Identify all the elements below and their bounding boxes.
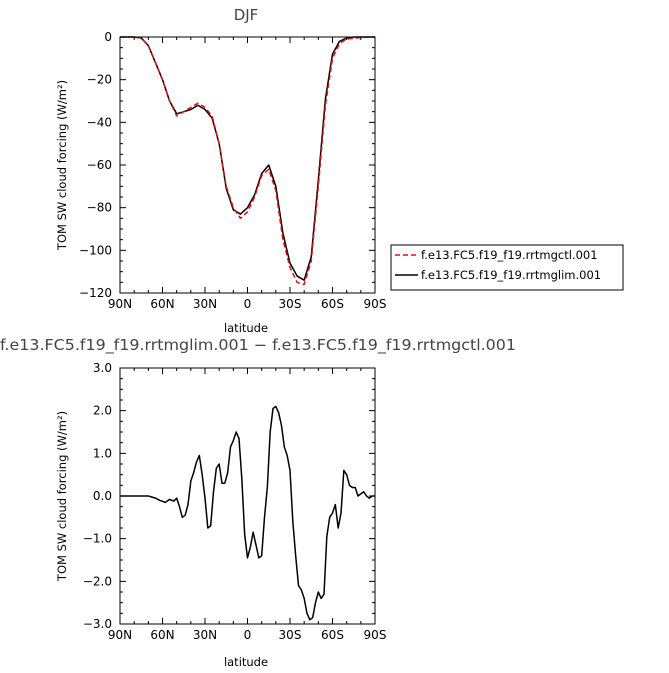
x-tick-label: 30S [279,297,302,311]
y-tick-label: 2.0 [93,404,112,418]
bottom-y-axis-label: TOM SW cloud forcing (W/m²) [55,411,69,582]
legend-label-ctl: f.e13.FC5.f19_f19.rrtmgctl.001 [421,248,598,262]
x-tick-label: 30N [193,297,217,311]
y-tick-label: −40 [87,115,112,129]
series-line-ctl [120,36,375,286]
y-tick-label: −20 [87,73,112,87]
x-tick-label: 90N [108,297,132,311]
top-x-axis-label: latitude [224,321,268,335]
x-tick-label: 0 [244,628,252,642]
y-tick-label: 0 [104,30,112,44]
top-axis-ticks: 90N 60N 30N 0 30S 60S 90S 0 −20 −40 −60 −80 −100 −120 [79,30,386,311]
x-tick-label: 60S [321,628,344,642]
y-tick-label: −60 [87,158,112,172]
y-tick-label: −120 [79,286,112,300]
legend: f.e13.FC5.f19_f19.rrtmgctl.001 f.e13.FC5… [390,244,624,291]
y-tick-label: −1.0 [83,532,112,546]
top-y-axis-label: TOM SW cloud forcing (W/m²) [55,80,69,251]
x-tick-label: 0 [244,297,252,311]
y-tick-label: 0.0 [93,489,112,503]
bottom-chart-title: f.e13.FC5.f19_f19.rrtmglim.001 − f.e13.F… [0,336,516,355]
top-plot-frame [119,36,376,294]
top-series-group [120,36,375,286]
y-tick-label: −80 [87,201,112,215]
bottom-series-group [120,405,375,621]
y-tick-label: −100 [79,243,112,257]
bottom-axis-ticks: 90N 60N 30N 0 30S 60S 90S 3.0 2.0 1.0 0.0 −1.0 −2.0 −… [83,361,387,642]
bottom-x-axis-label: latitude [224,655,268,669]
x-tick-label: 90S [364,628,387,642]
y-tick-label: −2.0 [83,574,112,588]
difference-line [120,405,375,621]
x-tick-label: 90N [108,628,132,642]
x-tick-label: 90S [364,297,387,311]
x-tick-label: 60S [321,297,344,311]
x-tick-label: 30N [193,628,217,642]
y-tick-label: 3.0 [93,361,112,375]
top-panel: DJF TOM SW cloud forcing (W/m²) latitude… [55,6,624,335]
x-tick-label: 60N [150,297,174,311]
legend-box [390,244,624,291]
series-line-lim [120,36,375,281]
x-tick-label: 30S [279,628,302,642]
bottom-plot-frame [119,367,376,625]
x-tick-label: 60N [150,628,174,642]
top-chart-title: DJF [234,6,259,24]
legend-label-lim: f.e13.FC5.f19_f19.rrtmglim.001 [421,268,601,282]
bottom-panel: f.e13.FC5.f19_f19.rrtmglim.001 − f.e13.F… [0,336,516,669]
y-tick-label: −3.0 [83,617,112,631]
y-tick-label: 1.0 [93,446,112,460]
